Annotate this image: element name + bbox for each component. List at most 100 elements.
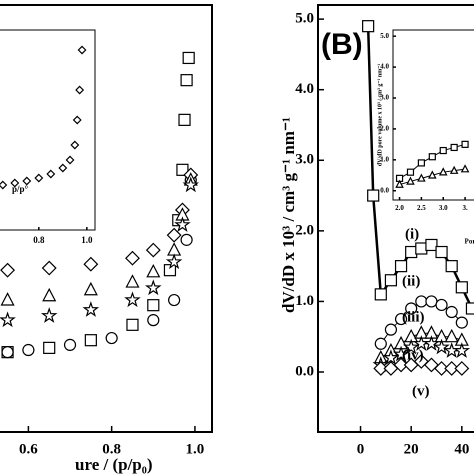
marker: [43, 341, 56, 354]
marker: [146, 263, 161, 278]
y-tick-label: 4.0: [295, 81, 314, 97]
marker: [126, 318, 139, 331]
marker: [105, 331, 118, 345]
y-tick-label: 5.0: [380, 32, 389, 40]
marker: [465, 302, 474, 315]
x-tick-label: 0.8: [33, 235, 45, 245]
annotation: (v): [412, 383, 430, 399]
x-tick-label: 1.0: [81, 235, 93, 245]
marker: [147, 299, 160, 312]
marker: [417, 159, 425, 167]
annotation: (iv): [402, 347, 424, 363]
marker: [445, 305, 458, 319]
x-axis-label: ure / (p/p₀): [75, 455, 153, 474]
marker: [83, 281, 98, 296]
marker: [10, 178, 20, 188]
y-tick-label: 4.0: [380, 63, 389, 71]
marker: [0, 180, 8, 190]
marker: [65, 155, 75, 165]
marker: [423, 357, 439, 373]
y-tick-label: 2.0: [295, 222, 314, 238]
marker: [394, 260, 408, 273]
plot-frame: [0, 29, 96, 231]
marker: [0, 262, 16, 278]
marker: [72, 115, 82, 125]
marker: [63, 338, 77, 351]
marker: [434, 361, 450, 376]
marker: [180, 74, 193, 87]
marker: [367, 189, 380, 202]
y-tick-label: 3.0: [380, 94, 389, 102]
marker: [182, 51, 195, 65]
y-axis-label: dV/dD x 10³ / cm³ g⁻¹ nm⁻¹: [279, 117, 298, 313]
marker: [125, 274, 140, 288]
marker: [392, 345, 410, 362]
marker: [415, 242, 428, 255]
marker: [1, 346, 14, 359]
annotation: (iii): [402, 309, 425, 325]
annotation: (i): [405, 226, 419, 242]
marker: [435, 245, 448, 259]
marker: [373, 361, 389, 376]
marker: [145, 242, 161, 258]
marker: [145, 279, 162, 296]
x-tick-label: 1.0: [186, 441, 205, 457]
marker: [423, 335, 440, 351]
marker: [425, 238, 438, 252]
y-tick-label: 0.0: [295, 363, 314, 379]
marker: [384, 274, 398, 287]
marker: [42, 287, 57, 302]
marker: [46, 169, 56, 179]
plot-frame: [392, 29, 474, 201]
marker: [406, 168, 415, 176]
marker: [84, 334, 97, 347]
marker: [0, 311, 16, 328]
y-tick-label: 0.0: [380, 186, 389, 194]
marker: [147, 314, 160, 327]
marker: [393, 357, 409, 373]
marker: [433, 338, 450, 355]
marker: [435, 298, 448, 312]
x-tick-label: 2.0: [395, 204, 404, 212]
marker: [384, 323, 398, 336]
marker: [450, 143, 458, 152]
marker: [374, 337, 387, 350]
x-tick-label: 0.6: [19, 441, 38, 457]
marker: [439, 146, 447, 155]
y-tick-label: 1.0: [295, 293, 314, 309]
marker: [168, 293, 181, 307]
marker: [455, 316, 468, 329]
marker: [438, 167, 448, 176]
marker: [453, 342, 471, 358]
marker: [444, 328, 459, 343]
marker: [165, 253, 183, 270]
marker: [22, 343, 35, 357]
x-axis-label: Por: [465, 238, 474, 246]
marker: [0, 292, 15, 306]
y-tick-label: 2.0: [380, 125, 389, 133]
marker: [82, 301, 100, 317]
marker: [415, 295, 428, 308]
marker: [22, 176, 32, 186]
marker: [395, 179, 404, 188]
x-tick-label: 3.: [462, 204, 468, 212]
marker: [406, 176, 415, 185]
marker: [163, 264, 177, 277]
marker: [75, 85, 85, 95]
marker: [405, 245, 418, 259]
marker: [402, 338, 420, 355]
marker: [460, 164, 470, 173]
marker: [58, 163, 68, 173]
marker: [394, 312, 408, 326]
marker: [449, 165, 459, 174]
y-tick-label: 1.0: [380, 155, 389, 163]
y-axis-label: dV/dD pore volume x 10³ / cm³ g⁻¹ nm⁻¹: [377, 64, 383, 167]
x-tick-label: 2.5: [417, 204, 426, 212]
marker: [77, 45, 87, 55]
x-tick-label: 3.0: [439, 204, 448, 212]
marker: [425, 295, 438, 308]
marker: [182, 176, 200, 193]
x-tick-label: 0.8: [102, 441, 121, 457]
marker: [174, 216, 191, 232]
marker: [428, 170, 437, 179]
